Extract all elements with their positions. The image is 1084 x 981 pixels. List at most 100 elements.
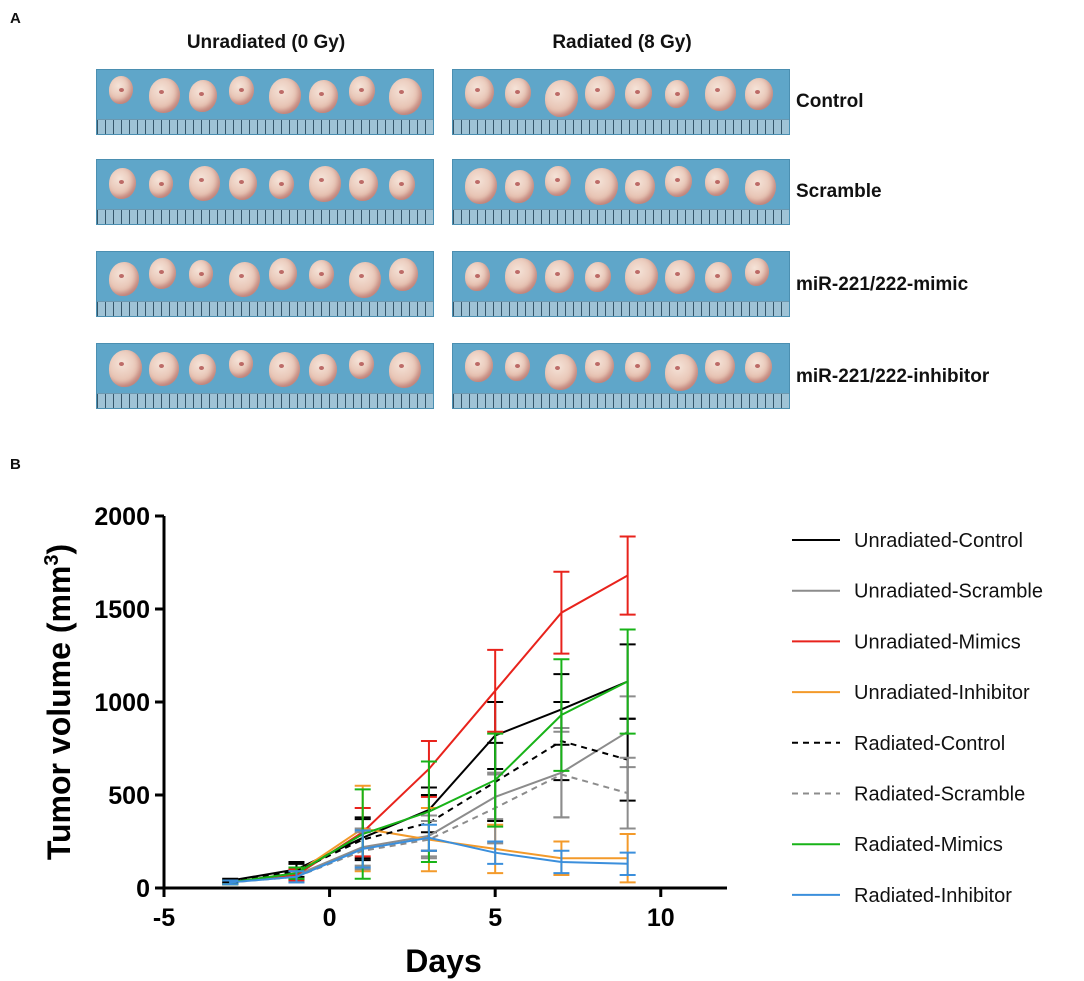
- x-tick-label: 0: [323, 904, 337, 932]
- tumor-photo: [96, 159, 434, 225]
- tumor-specimen: [109, 350, 142, 387]
- x-axis-label: Days: [405, 943, 482, 979]
- tumor-specimen: [389, 352, 421, 388]
- ruler: [453, 209, 789, 224]
- legend-label: Unradiated-Mimics: [854, 631, 1021, 653]
- tumor-specimen: [349, 168, 378, 201]
- panel-a-letter: A: [10, 10, 21, 27]
- tumor-specimen: [269, 78, 301, 114]
- tumor-specimen: [585, 168, 618, 205]
- tumor-specimen: [665, 80, 689, 108]
- tumor-specimen: [229, 350, 253, 378]
- tumor-specimen: [465, 262, 490, 291]
- column-title-unradiated: Unradiated (0 Gy): [186, 32, 346, 53]
- tumor-specimen: [389, 170, 415, 200]
- y-tick-label: 1500: [94, 596, 150, 624]
- tumor-specimen: [349, 76, 375, 106]
- legend-label: Unradiated-Inhibitor: [854, 682, 1030, 704]
- tumor-specimen: [309, 80, 338, 113]
- tumor-specimen: [625, 78, 652, 109]
- tumor-specimen: [109, 76, 133, 104]
- tumor-photo: [452, 343, 790, 409]
- tumor-specimen: [149, 78, 180, 113]
- ruler: [97, 119, 433, 134]
- tumor-specimen: [309, 166, 341, 202]
- tumor-photo: [96, 69, 434, 135]
- tumor-specimen: [465, 168, 497, 204]
- tumor-photo: [452, 69, 790, 135]
- tumor-specimen: [705, 262, 732, 293]
- tumor-specimen: [625, 352, 651, 382]
- tumor-specimen: [389, 78, 422, 115]
- tumor-specimen: [349, 350, 374, 379]
- ruler: [97, 301, 433, 316]
- y-tick-label: 500: [108, 782, 150, 810]
- tumor-specimen: [545, 166, 571, 196]
- row-label-mimic: miR-221/222-mimic: [796, 274, 969, 295]
- tumor-specimen: [309, 260, 334, 289]
- tumor-specimen: [505, 78, 531, 108]
- ruler: [453, 119, 789, 134]
- legend-label: Radiated-Mimics: [854, 834, 1003, 856]
- tumor-specimen: [545, 80, 578, 117]
- row-label-inhibitor: miR-221/222-inhibitor: [796, 366, 990, 387]
- tumor-specimen: [149, 258, 176, 289]
- x-tick-label: -5: [153, 904, 175, 932]
- tumor-specimen: [745, 352, 772, 383]
- column-title-radiated: Radiated (8 Gy): [552, 32, 692, 53]
- tumor-specimen: [389, 258, 418, 291]
- x-tick-label: 10: [647, 904, 675, 932]
- legend-label: Unradiated-Scramble: [854, 581, 1043, 603]
- series-line: [230, 836, 628, 884]
- y-tick-label: 0: [136, 875, 150, 903]
- row-label-control: Control: [796, 91, 864, 112]
- tumor-photo: [96, 343, 434, 409]
- tumor-specimen: [665, 166, 692, 197]
- tumor-specimen: [745, 78, 773, 110]
- tumor-specimen: [349, 262, 381, 298]
- tumor-photo: [452, 251, 790, 317]
- legend-label: Radiated-Scramble: [854, 784, 1025, 806]
- tumor-specimen: [705, 350, 735, 384]
- row-label-scramble: Scramble: [796, 181, 882, 202]
- ruler: [97, 393, 433, 408]
- tumor-specimen: [149, 352, 179, 386]
- tumor-specimen: [585, 262, 611, 292]
- tumor-specimen: [269, 170, 294, 199]
- tumor-specimen: [149, 170, 173, 198]
- ruler: [97, 209, 433, 224]
- tumor-specimen: [505, 170, 534, 203]
- tumor-specimen: [309, 354, 337, 386]
- tumor-specimen: [545, 260, 574, 293]
- tumor-specimen: [109, 168, 136, 199]
- tumor-specimen: [665, 354, 698, 391]
- tumor-specimen: [585, 350, 614, 383]
- tumor-specimen: [545, 354, 577, 390]
- y-tick-label: 2000: [94, 503, 150, 531]
- tumor-specimen: [269, 352, 300, 387]
- tumor-specimen: [269, 258, 297, 290]
- tumor-photo: [452, 159, 790, 225]
- tumor-specimen: [189, 166, 220, 201]
- tumor-specimen: [665, 260, 695, 294]
- tumor-specimen: [229, 76, 254, 105]
- tumor-specimen: [465, 76, 494, 109]
- tumor-specimen: [229, 262, 260, 297]
- tumor-specimen: [189, 354, 216, 385]
- tumor-specimen: [705, 76, 736, 111]
- tumor-specimen: [745, 258, 769, 286]
- tumor-specimen: [189, 80, 217, 112]
- tumor-specimen: [109, 262, 139, 296]
- tumor-specimen: [505, 258, 537, 294]
- tumor-specimen: [745, 170, 776, 205]
- ruler: [453, 301, 789, 316]
- tumor-specimen: [189, 260, 213, 288]
- x-tick-label: 5: [488, 904, 502, 932]
- legend-label: Radiated-Inhibitor: [854, 885, 1012, 907]
- tumor-specimen: [465, 350, 493, 382]
- tumor-photo: [96, 251, 434, 317]
- tumor-specimen: [585, 76, 615, 110]
- legend-label: Unradiated-Control: [854, 530, 1023, 552]
- tumor-specimen: [625, 170, 655, 204]
